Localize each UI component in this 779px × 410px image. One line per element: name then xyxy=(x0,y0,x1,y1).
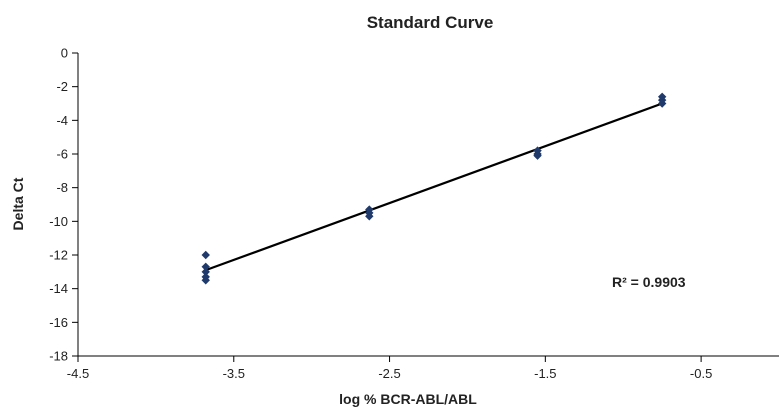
x-tick-label: -3.5 xyxy=(223,366,245,381)
trendline xyxy=(205,102,663,272)
x-axis-label: log % BCR-ABL/ABL xyxy=(339,391,477,407)
x-tick-label: -4.5 xyxy=(67,366,89,381)
data-point xyxy=(657,99,667,108)
x-tick-label: -2.5 xyxy=(378,366,400,381)
x-tick-label: -0.5 xyxy=(690,366,712,381)
data-points xyxy=(201,92,667,285)
y-tick-label: -8 xyxy=(56,180,68,195)
x-tick-label: -1.5 xyxy=(534,366,556,381)
y-tick-label: -18 xyxy=(49,349,68,364)
r-squared-annotation: R² = 0.9903 xyxy=(612,274,686,290)
y-tick-label: -10 xyxy=(49,214,68,229)
y-tick-label: -6 xyxy=(56,147,68,162)
data-point xyxy=(201,267,210,277)
data-point xyxy=(533,151,542,160)
y-tick-label: -2 xyxy=(56,79,68,94)
x-axis-ticks: -4.5 -3.5 -2.5 -1.5 -0.5 xyxy=(67,356,712,381)
y-tick-label: -4 xyxy=(56,113,68,128)
y-axis-label: Delta Ct xyxy=(10,177,26,230)
y-axis-ticks: 0 -2 -4 -6 -8 -10 -12 -14 -16 -18 xyxy=(49,46,78,364)
chart-title: Standard Curve xyxy=(367,13,494,32)
y-tick-label: 0 xyxy=(61,46,68,61)
data-point xyxy=(201,262,210,271)
y-tick-label: -12 xyxy=(49,248,68,263)
data-point xyxy=(201,250,210,260)
data-point xyxy=(201,276,210,285)
data-point xyxy=(365,212,374,221)
y-tick-label: -14 xyxy=(49,281,68,296)
y-tick-label: -16 xyxy=(49,315,68,330)
